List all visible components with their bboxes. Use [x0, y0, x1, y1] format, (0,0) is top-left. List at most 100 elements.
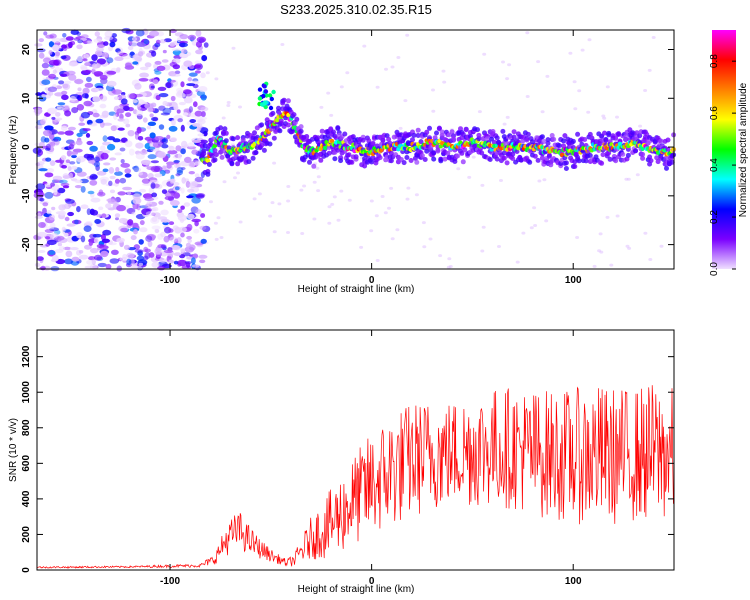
heat-ridge-halo: [436, 125, 442, 131]
heat-noise-blob: [575, 236, 580, 239]
heat-noise-blob: [192, 160, 202, 164]
heat-noise-blob: [605, 85, 610, 89]
heat-noise-blob: [36, 256, 44, 261]
heat-ridge-halo: [459, 150, 465, 156]
heat-ridge-halo: [253, 150, 259, 156]
y-tick-label: 200: [21, 526, 32, 543]
y-tick-label: 400: [21, 490, 32, 507]
heat-ridge-cell: [257, 87, 263, 92]
heat-noise-blob: [60, 104, 70, 110]
heat-noise-blob: [102, 229, 112, 236]
heat-ridge-halo: [600, 152, 606, 158]
heat-noise-blob: [390, 237, 395, 241]
heat-noise-blob: [638, 124, 643, 128]
heat-noise-blob: [605, 215, 610, 219]
heat-noise-blob: [156, 65, 166, 72]
heat-noise-blob: [44, 125, 54, 131]
heat-noise-blob: [42, 202, 49, 207]
heat-noise-blob: [180, 205, 185, 210]
heat-noise-blob: [46, 239, 57, 246]
heat-ridge-halo: [460, 159, 466, 165]
figure-title: S233.2025.310.02.35.R15: [280, 2, 432, 17]
heat-noise-blob: [146, 233, 157, 241]
heat-noise-blob: [280, 43, 285, 46]
heat-noise-blob: [142, 117, 148, 123]
heat-noise-blob: [148, 187, 155, 195]
heat-noise-blob: [158, 124, 165, 130]
heat-ridge-halo: [664, 155, 669, 161]
heat-noise-blob: [108, 111, 116, 116]
heat-noise-blob: [200, 213, 206, 218]
y-tick-label: 800: [21, 419, 32, 436]
heat-ridge-halo: [573, 151, 579, 156]
heat-noise-blob: [80, 34, 89, 39]
heat-noise-blob: [60, 55, 67, 60]
heat-noise-blob: [85, 40, 93, 45]
heat-noise-blob: [326, 91, 331, 95]
heat-ridge-halo: [484, 136, 490, 142]
heat-ridge-halo: [572, 164, 578, 169]
y-tick-label: 0: [21, 567, 32, 573]
heat-noise-blob: [185, 242, 192, 248]
heat-noise-blob: [173, 114, 183, 121]
heat-ridge-halo: [452, 159, 458, 164]
heat-noise-blob: [53, 188, 58, 196]
heat-ridge-halo: [431, 156, 437, 162]
heat-noise-blob: [64, 130, 74, 136]
heat-noise-blob: [197, 118, 206, 125]
heat-noise-blob: [125, 112, 132, 118]
heat-noise-blob: [135, 109, 144, 116]
heat-noise-blob: [300, 232, 305, 235]
heat-noise-blob: [108, 242, 117, 246]
heat-noise-blob: [61, 226, 66, 232]
heat-noise-blob: [69, 150, 74, 155]
heat-noise-blob: [38, 38, 44, 43]
heat-noise-blob: [199, 259, 206, 264]
heat-noise-blob: [85, 133, 91, 138]
heat-ridge-halo: [491, 139, 497, 145]
heat-ridge-halo: [640, 151, 646, 157]
heat-noise-blob: [327, 205, 332, 209]
heat-noise-blob: [505, 77, 510, 81]
heat-ridge-halo: [616, 131, 622, 137]
heat-noise-blob: [176, 87, 184, 93]
heat-noise-blob: [139, 72, 150, 78]
heat-noise-blob: [111, 33, 117, 38]
heat-ridge-halo: [451, 136, 456, 142]
heat-noise-blob: [85, 221, 93, 225]
heat-ridge-halo: [414, 159, 420, 165]
heat-ridge-halo: [235, 161, 241, 167]
heat-noise-blob: [112, 89, 122, 95]
heat-noise-blob: [169, 42, 176, 47]
colorbar-ticks: 0.0 0.2 0.4 0.6 0.8: [709, 54, 736, 276]
heat-noise-blob: [117, 50, 124, 56]
heat-noise-blob: [643, 231, 648, 235]
y-tick-label: 0: [21, 144, 32, 150]
heat-noise-blob: [137, 136, 144, 141]
x-tick-label: 0: [369, 576, 375, 587]
heat-noise-blob: [219, 236, 224, 239]
heat-noise-blob: [65, 36, 74, 41]
heat-ridge-halo: [349, 159, 355, 165]
heat-noise-blob: [195, 29, 202, 37]
heat-noise-blob: [170, 95, 176, 102]
snr-x-label: Height of straight line (km): [298, 584, 415, 595]
y-tick-label: 20: [21, 44, 32, 56]
heat-noise-blob: [184, 156, 192, 163]
heat-noise-blob: [525, 31, 530, 35]
heat-ridge-halo: [462, 147, 468, 153]
heat-noise-blob: [38, 52, 45, 59]
heat-ridge-halo: [510, 151, 516, 157]
heat-noise-blob: [369, 199, 374, 203]
heat-ridge-halo: [563, 166, 569, 171]
heat-noise-blob: [169, 178, 175, 184]
heat-noise-blob: [431, 109, 436, 113]
heat-noise-blob: [177, 153, 182, 160]
heat-ridge-halo: [369, 159, 375, 165]
heat-noise-blob: [158, 105, 166, 111]
heat-noise-blob: [54, 92, 64, 97]
heat-noise-blob: [76, 104, 85, 111]
heat-noise-blob: [167, 150, 178, 155]
y-tick-label: 10: [21, 92, 32, 104]
heat-noise-blob: [52, 69, 57, 74]
